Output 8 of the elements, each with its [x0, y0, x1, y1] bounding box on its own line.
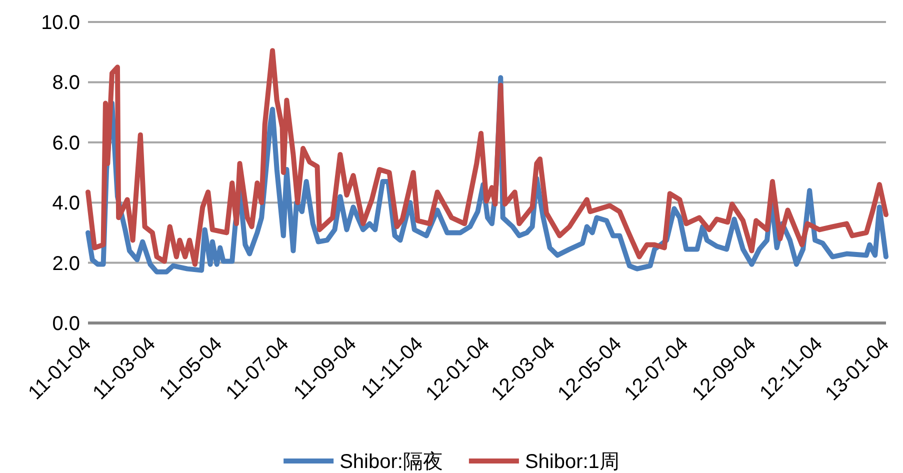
y-tick-label: 2.0 — [52, 252, 80, 275]
y-tick-label: 6.0 — [52, 132, 80, 154]
y-tick-label: 0.0 — [52, 313, 80, 335]
y-tick-label: 8.0 — [52, 72, 80, 94]
y-tick-label: 10.0 — [41, 12, 80, 34]
legend-label: Shibor:1周 — [524, 451, 620, 473]
y-tick-label: 4.0 — [52, 192, 80, 215]
legend-label: Shibor:隔夜 — [340, 451, 443, 473]
